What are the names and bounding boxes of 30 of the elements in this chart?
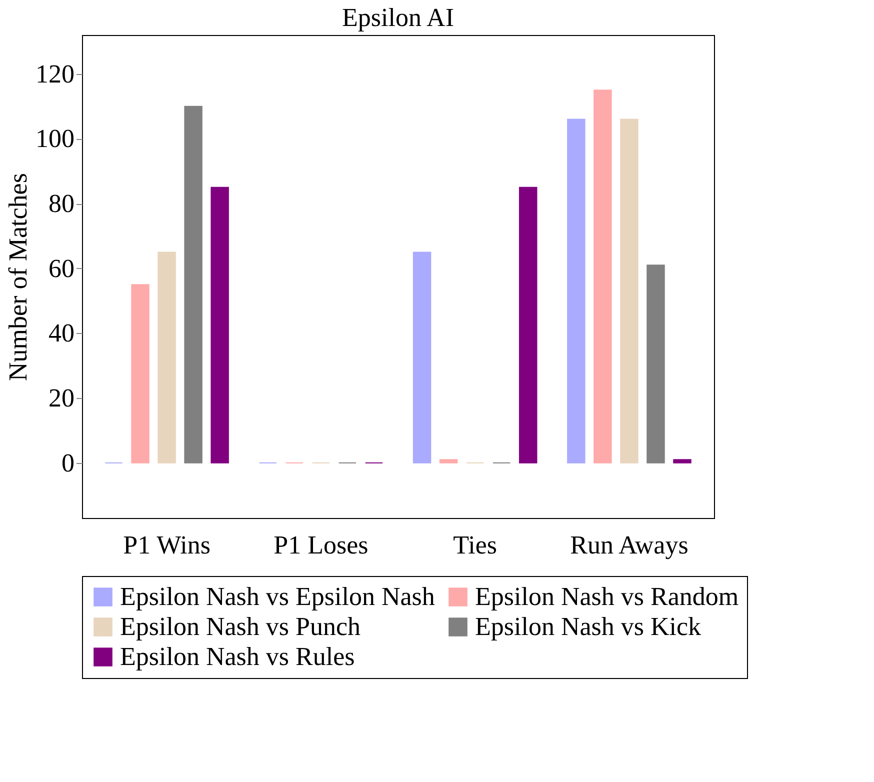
y-axis-title: Number of Matches [4, 173, 32, 381]
bar [184, 106, 202, 464]
y-tick-label: 0 [62, 448, 74, 478]
x-tick-label: P1 Wins [123, 530, 210, 560]
bar [673, 459, 692, 464]
bar [131, 284, 150, 464]
bar [594, 90, 612, 464]
bar [412, 252, 432, 464]
bar [646, 264, 665, 464]
chart-title: Epsilon AI [342, 3, 454, 32]
bar [158, 252, 176, 464]
bar [620, 118, 638, 464]
y-tick-label: 120 [36, 59, 74, 88]
x-tick-label: Run Aways [570, 530, 688, 560]
legend-label: Epsilon Nash vs Rules [120, 642, 355, 671]
legend-label: Epsilon Nash vs Epsilon Nash [120, 582, 435, 611]
y-tick-label: 60 [48, 254, 74, 283]
legend-label: Epsilon Nash vs Random [475, 582, 739, 611]
x-tick-label: P1 Loses [274, 530, 368, 560]
bar [567, 118, 586, 464]
y-tick-label: 20 [48, 384, 74, 413]
bar [518, 186, 538, 464]
bar [439, 459, 458, 464]
y-tick-label: 40 [48, 318, 74, 348]
x-tick-label: Ties [453, 530, 498, 560]
bar [210, 186, 229, 464]
legend-label: Epsilon Nash vs Punch [120, 612, 360, 641]
y-tick-label: 100 [36, 124, 74, 154]
y-tick-label: 80 [48, 189, 74, 218]
legend-label: Epsilon Nash vs Kick [475, 612, 702, 641]
